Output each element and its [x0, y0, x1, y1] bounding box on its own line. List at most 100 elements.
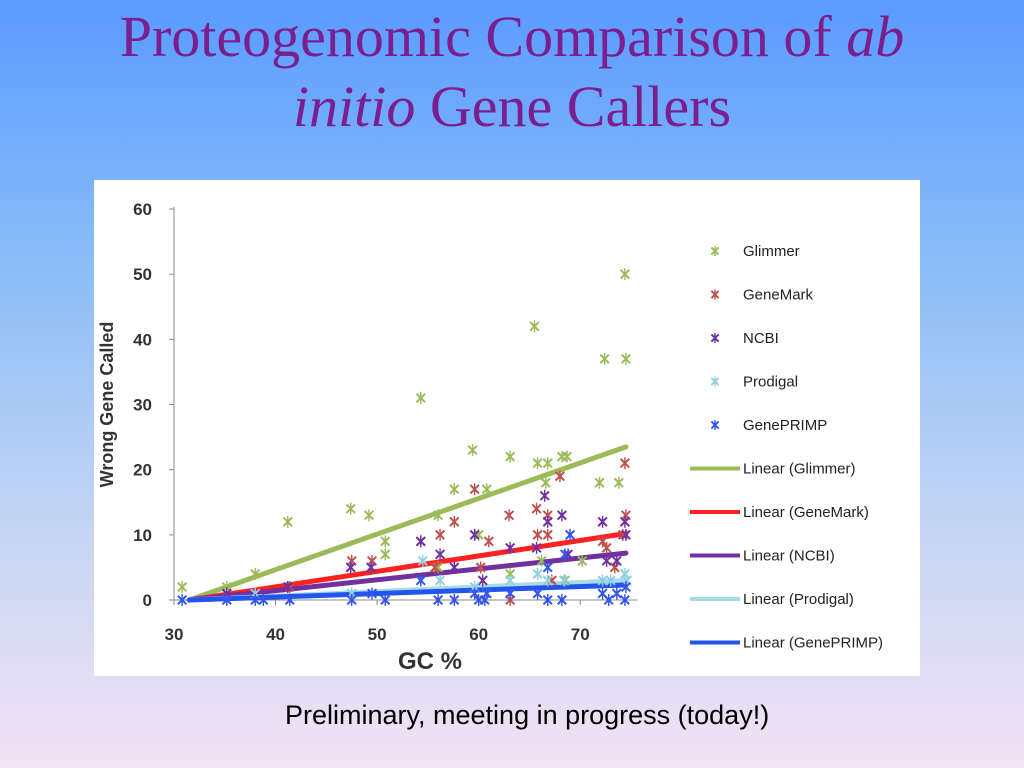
point-glimmer — [532, 457, 543, 470]
point-glimmer — [599, 352, 610, 365]
point-ncbi — [505, 541, 516, 554]
legend-label-linear-ncbi: Linear (NCBI) — [743, 548, 835, 565]
x-tick-label: 60 — [469, 625, 488, 644]
point-glimmer — [449, 483, 460, 496]
y-tick-label: 0 — [143, 591, 152, 610]
point-geneprimp — [367, 587, 378, 600]
point-glimmer — [467, 444, 478, 457]
point-genemark — [435, 528, 446, 541]
point-geneprimp — [565, 528, 576, 541]
title-italic-initio: initio — [292, 74, 416, 139]
point-genemark — [542, 528, 553, 541]
legend-marker-ncbi — [710, 333, 720, 343]
legend-marker-geneprimp — [710, 420, 720, 430]
point-geneprimp — [415, 574, 426, 587]
point-prodigal — [435, 574, 446, 587]
point-geneprimp — [479, 594, 490, 606]
point-prodigal — [505, 574, 516, 587]
point-glimmer — [380, 548, 391, 561]
point-glimmer — [542, 457, 553, 470]
point-glimmer — [619, 268, 630, 281]
point-geneprimp — [505, 587, 516, 600]
point-ncbi — [449, 561, 460, 574]
point-prodigal — [558, 574, 570, 587]
point-prodigal — [542, 574, 553, 587]
legend-label-linear-genemark: Linear (GeneMark) — [743, 504, 869, 521]
slide-title: Proteogenomic Comparison of ab initio Ge… — [0, 2, 1024, 142]
y-tick-label: 40 — [133, 330, 152, 349]
y-axis-title: Wrong Gene Called — [97, 322, 117, 488]
point-geneprimp — [542, 594, 553, 606]
y-tick-label: 20 — [133, 461, 152, 480]
point-glimmer — [577, 554, 588, 567]
chart-axes: 0 10 20 30 40 50 60 30 40 50 60 70 GC % Wrong Gene Ca… — [97, 200, 637, 675]
point-ncbi — [542, 515, 553, 528]
point-prodigal — [417, 554, 428, 567]
legend-label-linear-geneprimp: Linear (GenePRIMP) — [743, 635, 883, 652]
legend-marker-genemark — [710, 289, 720, 300]
point-genemark — [619, 457, 630, 470]
trendlines — [186, 444, 629, 603]
point-genemark — [429, 561, 441, 574]
point-ncbi — [556, 509, 567, 522]
legend-marker-prodigal — [710, 376, 720, 387]
point-geneprimp — [469, 587, 480, 600]
trendline-linear-genemark — [186, 531, 629, 603]
y-tick-label: 10 — [133, 526, 152, 545]
point-glimmer — [505, 450, 516, 463]
point-genemark — [504, 509, 515, 522]
point-ncbi — [597, 515, 608, 528]
point-glimmer — [540, 476, 551, 489]
point-geneprimp — [619, 594, 630, 606]
chart-svg: 0 10 20 30 40 50 60 30 40 50 60 70 GC % Wrong Gene Ca… — [97, 200, 883, 675]
point-ncbi — [619, 515, 630, 528]
point-ncbi — [365, 561, 377, 574]
point-glimmer — [415, 391, 426, 404]
point-geneprimp — [542, 561, 553, 574]
point-glimmer — [481, 483, 492, 496]
point-geneprimp — [532, 587, 543, 600]
point-glimmer — [433, 509, 444, 522]
point-geneprimp — [559, 548, 571, 561]
point-geneprimp — [433, 594, 444, 606]
legend-label-ncbi: NCBI — [743, 330, 779, 347]
point-geneprimp — [346, 594, 357, 606]
x-tick-label: 30 — [165, 625, 184, 644]
point-geneprimp — [449, 594, 460, 606]
point-ncbi — [620, 528, 631, 541]
point-genemark — [483, 535, 494, 548]
point-genemark — [449, 515, 460, 528]
point-ncbi — [282, 580, 293, 593]
point-geneprimp — [250, 594, 261, 606]
point-geneprimp — [620, 580, 631, 593]
y-tick-label: 60 — [133, 200, 152, 219]
point-geneprimp — [556, 594, 567, 606]
point-geneprimp — [603, 594, 614, 606]
point-geneprimp — [284, 594, 295, 606]
point-genemark — [531, 502, 542, 515]
point-geneprimp — [177, 594, 188, 606]
trendline-linear-ncbi — [186, 550, 629, 603]
point-glimmer — [529, 320, 540, 333]
point-geneprimp — [611, 587, 622, 600]
trendline-linear-glimmer — [186, 444, 629, 603]
point-geneprimp — [221, 594, 232, 606]
point-glimmer — [594, 476, 605, 489]
x-axis-title: GC % — [398, 648, 462, 675]
point-glimmer — [556, 450, 567, 463]
legend-marker-glimmer — [710, 246, 720, 256]
point-ncbi — [435, 548, 446, 561]
legend-label-genemark: GeneMark — [743, 287, 814, 304]
title-part1: Proteogenomic Comparison of — [119, 4, 847, 69]
point-glimmer — [250, 567, 261, 580]
x-tick-label: 40 — [266, 625, 285, 644]
point-genemark — [597, 535, 608, 548]
point-ncbi — [531, 541, 542, 554]
chart-legend: Glimmer GeneMark NCBI Prodigal GenePRIMP Line… — [690, 243, 883, 652]
point-genemark — [554, 470, 565, 483]
legend-label-geneprimp: GenePRIMP — [743, 417, 827, 434]
point-glimmer — [613, 476, 624, 489]
point-prodigal — [597, 574, 608, 587]
point-ncbi — [477, 574, 488, 587]
point-genemark — [601, 541, 612, 554]
